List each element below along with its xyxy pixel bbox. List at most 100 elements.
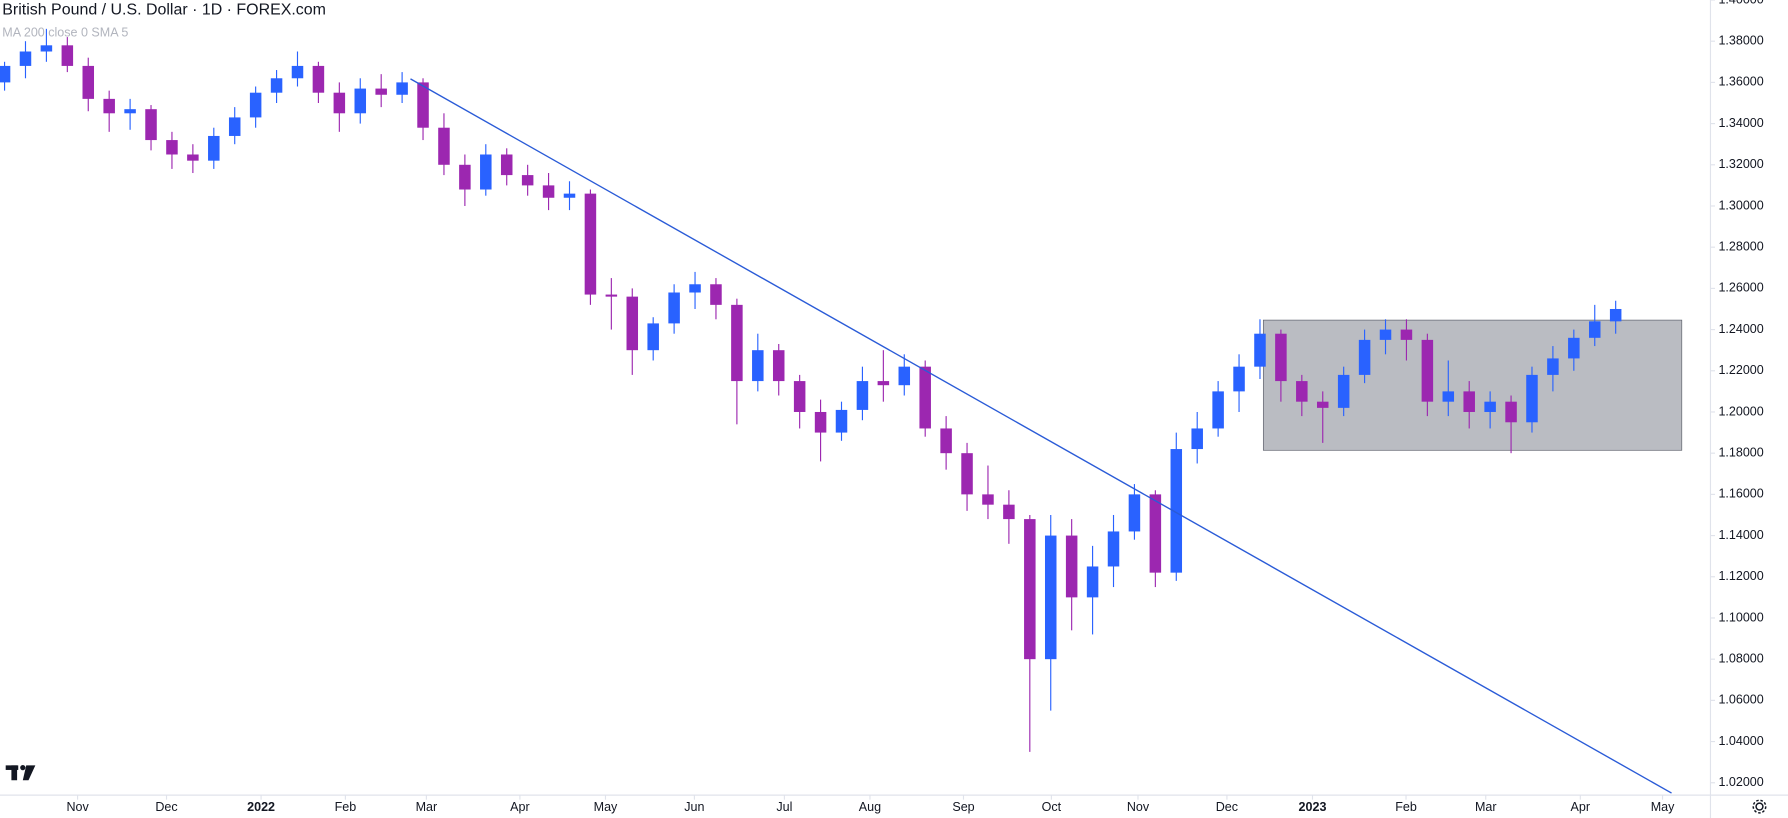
x-tick-label: Jun (684, 800, 704, 814)
candle-body (1588, 321, 1601, 338)
x-tick-label: May (1651, 800, 1675, 814)
x-tick-label: Mar (1475, 800, 1497, 814)
candle-body (772, 350, 785, 382)
x-tick-label: Jul (776, 800, 792, 814)
x-tick-label: Dec (155, 800, 177, 814)
candle-body (584, 193, 597, 295)
y-tick-label: 1.32000 (1718, 157, 1763, 171)
candle-body (40, 45, 53, 52)
candle-body (668, 292, 680, 324)
x-tick-label: Aug (859, 800, 881, 814)
candle-body (82, 65, 95, 99)
y-tick-label: 1.40000 (1718, 0, 1763, 6)
candle-body (500, 154, 513, 176)
candle-body (982, 494, 994, 505)
x-tick-label: May (594, 800, 618, 814)
candle-body (0, 65, 11, 83)
candle-body (228, 117, 241, 136)
candle-body (19, 51, 32, 66)
candle-body (166, 140, 178, 155)
y-tick-label: 1.10000 (1718, 610, 1763, 624)
candle-body (291, 65, 304, 79)
candle-body (1379, 329, 1392, 340)
candle-body (103, 98, 115, 114)
x-tick-label: Nov (1127, 800, 1150, 814)
x-tick-label: Apr (510, 800, 529, 814)
candle-body (814, 411, 827, 433)
candle-body (375, 88, 387, 95)
candle-body (459, 164, 471, 190)
y-tick-label: 1.28000 (1718, 239, 1763, 253)
y-tick-label: 1.38000 (1718, 33, 1763, 47)
candle-body (1358, 339, 1371, 375)
candle-body (877, 381, 890, 386)
candle-body (1463, 391, 1475, 412)
candle-body (835, 409, 848, 433)
x-tick-label: Mar (416, 800, 438, 814)
candle-body (417, 82, 429, 128)
candle-body (647, 323, 659, 351)
candle-body (187, 154, 199, 161)
candle-body (208, 135, 220, 161)
candle-body (270, 78, 283, 93)
chart-title: British Pound / U.S. Dollar · 1D · FOREX… (2, 2, 326, 19)
x-tick-label: 2023 (1299, 800, 1327, 814)
candle-body (731, 304, 743, 382)
candle-body (856, 381, 869, 410)
candle-body (1484, 401, 1496, 412)
candle-body (61, 45, 74, 66)
candle-body (1024, 519, 1036, 660)
candle-body (1316, 401, 1329, 408)
candle-body (249, 92, 262, 118)
candle-body (1296, 381, 1308, 402)
candle-body (1254, 333, 1266, 367)
candle-body (1609, 308, 1622, 322)
candle-body (145, 109, 157, 141)
candle-body (1568, 337, 1580, 359)
x-tick-label: Oct (1042, 800, 1062, 814)
candle-body (1442, 391, 1455, 402)
candle-body (626, 296, 639, 351)
candle-body (898, 366, 911, 386)
range-box (1262, 319, 1683, 451)
candle-body (542, 185, 555, 198)
candle-body (1400, 329, 1413, 340)
candle-body (1275, 333, 1287, 382)
candle-body (689, 284, 701, 293)
candle-body (480, 154, 492, 190)
settings-icon[interactable] (1752, 799, 1767, 814)
y-tick-label: 1.16000 (1718, 487, 1763, 501)
x-tick-label: Feb (1395, 800, 1417, 814)
candle-body (1526, 374, 1538, 423)
y-tick-label: 1.18000 (1718, 445, 1763, 459)
y-tick-label: 1.06000 (1718, 693, 1763, 707)
candle-body (124, 109, 136, 114)
candle-body (396, 82, 408, 95)
y-tick-label: 1.34000 (1718, 116, 1763, 130)
candle-body (1233, 366, 1245, 392)
y-tick-label: 1.14000 (1718, 528, 1763, 542)
candle-body (521, 175, 534, 186)
candle-body (961, 453, 973, 495)
candle-body (940, 428, 952, 454)
y-tick-label: 1.04000 (1718, 734, 1763, 748)
y-tick-label: 1.12000 (1718, 569, 1763, 583)
y-tick-label: 1.30000 (1718, 198, 1763, 212)
candle-body (1191, 428, 1203, 450)
y-tick-label: 1.36000 (1718, 75, 1763, 89)
candle-body (752, 350, 764, 382)
candle-body (1149, 494, 1162, 573)
candle-body (438, 127, 450, 165)
candle-body (1086, 566, 1099, 598)
candle-body (333, 92, 346, 114)
candle-body (1107, 531, 1120, 567)
candle-body (710, 284, 722, 305)
candle-body (1065, 535, 1078, 598)
y-tick-label: 1.22000 (1718, 363, 1763, 377)
candle-body (605, 294, 618, 297)
candle-body (563, 193, 576, 198)
candle-body (1505, 401, 1517, 423)
x-tick-label: 2022 (247, 800, 275, 814)
indicator-label: MA 200 close 0 SMA 5 (2, 25, 128, 39)
